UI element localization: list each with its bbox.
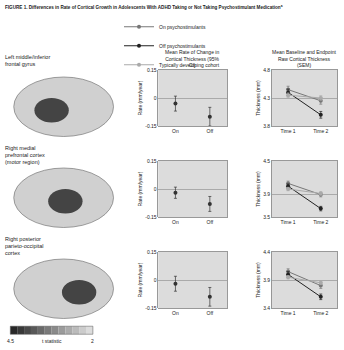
svg-text:Mean Baseline and EndpointRaw: Mean Baseline and EndpointRaw Cortical T… [272, 49, 337, 68]
svg-text:3.9: 3.9 [263, 277, 270, 283]
svg-text:On psychostimulants: On psychostimulants [159, 24, 206, 30]
svg-text:Right medialprefrontal cortex(: Right medialprefrontal cortex(motor regi… [5, 145, 45, 165]
svg-text:Typically developing cohort: Typically developing cohort [159, 62, 220, 68]
svg-text:Off: Off [207, 128, 214, 134]
svg-text:Rate (mm/year): Rate (mm/year) [137, 262, 143, 297]
svg-text:Time 2: Time 2 [313, 128, 328, 134]
svg-text:Rate (mm/year): Rate (mm/year) [137, 80, 143, 115]
svg-text:Time 2: Time 2 [313, 219, 328, 225]
svg-text:4.8: 4.8 [263, 67, 270, 73]
svg-text:0: 0 [154, 95, 157, 101]
svg-text:Time 1: Time 1 [281, 128, 296, 134]
svg-text:-0.15: -0.15 [145, 305, 157, 311]
svg-text:3.4: 3.4 [263, 305, 270, 311]
svg-text:0: 0 [154, 277, 157, 283]
svg-text:0: 0 [154, 186, 157, 192]
svg-text:Rate (mm/year): Rate (mm/year) [137, 171, 143, 206]
svg-text:3.5: 3.5 [263, 214, 270, 220]
svg-text:4.4: 4.4 [263, 249, 270, 255]
svg-text:On: On [172, 219, 179, 225]
svg-text:0.15: 0.15 [147, 158, 157, 164]
svg-text:FIGURE 1. Differences in Rate: FIGURE 1. Differences in Rate of Cortica… [5, 4, 283, 10]
svg-text:Time 2: Time 2 [313, 310, 328, 316]
svg-text:On: On [172, 310, 179, 316]
svg-text:t statistic: t statistic [42, 338, 62, 344]
svg-text:Mean Rate of Change inCortical: Mean Rate of Change inCortical Thickness… [165, 49, 220, 68]
svg-text:Thickness (mm): Thickness (mm) [255, 262, 261, 298]
svg-text:2: 2 [91, 338, 94, 344]
svg-text:3.9: 3.9 [263, 191, 270, 197]
svg-text:-0.15: -0.15 [145, 123, 157, 129]
svg-text:Off: Off [207, 219, 214, 225]
svg-text:Off: Off [207, 310, 214, 316]
svg-text:0.15: 0.15 [147, 249, 157, 255]
svg-text:Time 1: Time 1 [281, 219, 296, 225]
svg-text:4.5: 4.5 [7, 338, 14, 344]
svg-text:0.15: 0.15 [147, 67, 157, 73]
svg-text:Thickness (mm): Thickness (mm) [255, 80, 261, 116]
svg-text:On: On [172, 128, 179, 134]
svg-text:3.8: 3.8 [263, 123, 270, 129]
svg-text:Left middle/inferiorfrontal gy: Left middle/inferiorfrontal gyrus [5, 54, 50, 67]
svg-text:Thickness (mm): Thickness (mm) [255, 171, 261, 207]
svg-text:-0.15: -0.15 [145, 214, 157, 220]
svg-text:Time 1: Time 1 [281, 310, 296, 316]
svg-text:Off psychostimulants: Off psychostimulants [159, 43, 206, 49]
svg-text:4.3: 4.3 [263, 95, 270, 101]
svg-text:4.5: 4.5 [263, 158, 270, 164]
svg-text:Right posteriorparieto-occipit: Right posteriorparieto-occipitalcortex [5, 236, 44, 256]
